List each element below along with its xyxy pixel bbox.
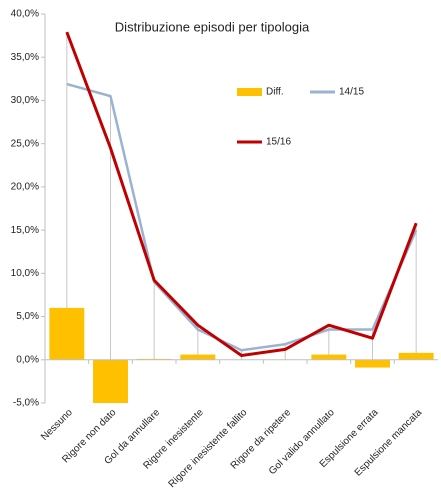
y-tick-label: 10,0% [11, 268, 39, 279]
bar [93, 359, 128, 403]
y-tick-label: 0,0% [16, 354, 39, 365]
y-tick-label: 25,0% [11, 138, 39, 149]
x-tick-label: Nessuno [39, 407, 75, 443]
y-tick-label: 35,0% [11, 52, 39, 63]
legend-swatch [237, 88, 262, 96]
bar [398, 352, 434, 360]
line [65, 31, 418, 357]
y-tick-label: 40,0% [11, 9, 39, 20]
legend-label: 14/15 [339, 87, 364, 98]
y-tick-label: -5,0% [13, 398, 39, 409]
y-tick-label: 20,0% [11, 182, 39, 193]
y-tick-label: 15,0% [11, 225, 39, 236]
bar [49, 307, 85, 360]
y-tick-label: 30,0% [11, 95, 39, 106]
x-tick-label: Rigore inesistente fallito [167, 407, 250, 490]
y-tick-label: 5,0% [16, 311, 39, 322]
legend-label: Diff. [266, 87, 284, 98]
legend-label: 15/16 [266, 137, 291, 148]
bar [311, 354, 347, 360]
bar [180, 354, 216, 360]
line [66, 82, 418, 352]
chart-title: Distribuzione episodi per tipologia [115, 19, 310, 34]
bar [355, 359, 390, 368]
